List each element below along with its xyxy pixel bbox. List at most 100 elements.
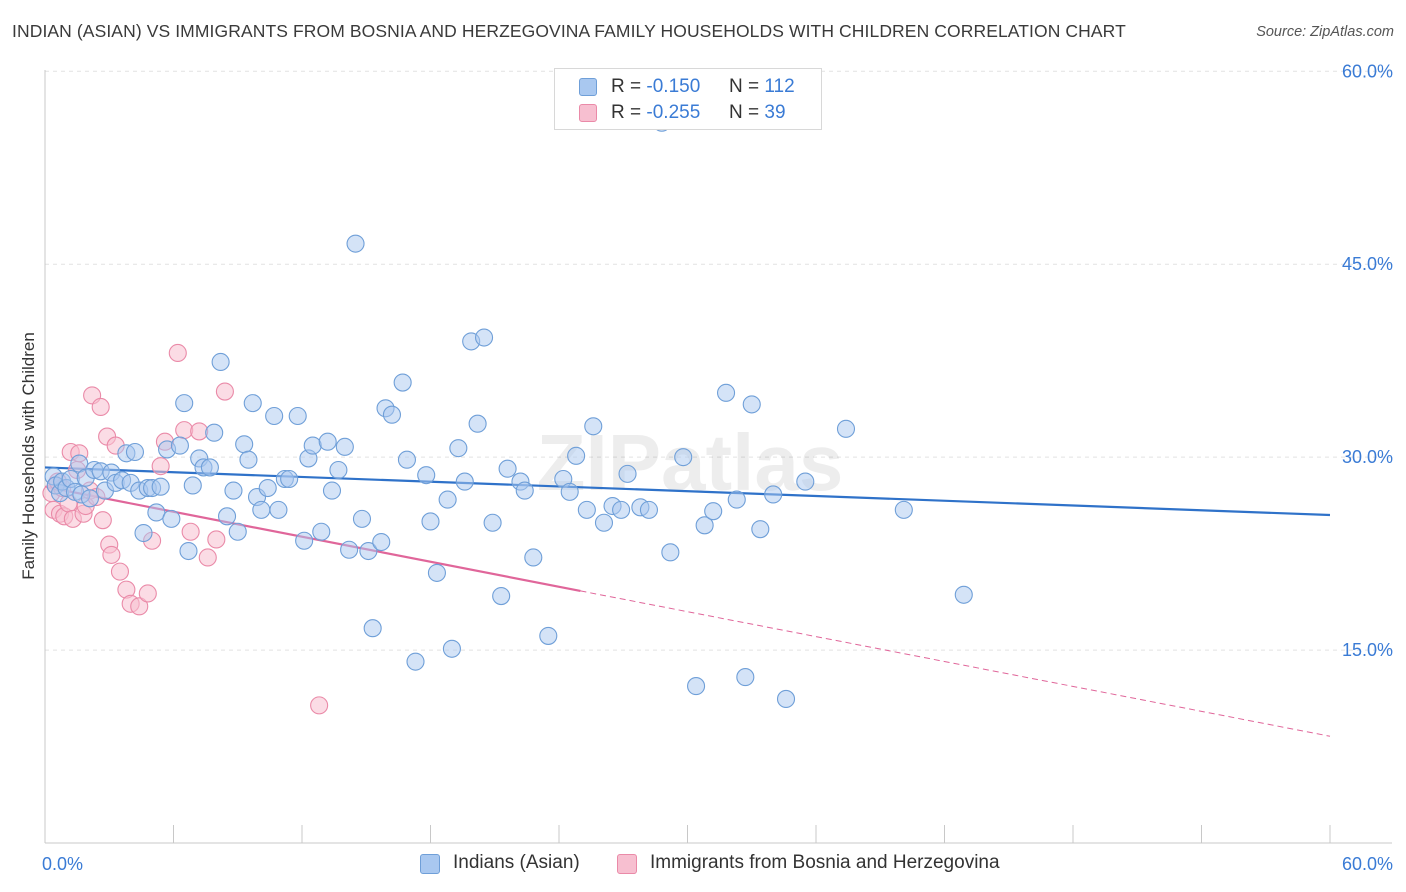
- data-point-indians: [372, 532, 391, 552]
- data-point-indians: [751, 520, 770, 539]
- data-point-indians: [265, 406, 284, 426]
- data-point-indians: [894, 500, 913, 519]
- data-point-bosnia: [175, 421, 194, 440]
- legend-n-value: 112: [764, 76, 795, 97]
- data-point-indians: [252, 500, 271, 519]
- series-swatch-blue: [420, 854, 440, 874]
- data-point-indians: [352, 509, 372, 528]
- data-point-indians: [340, 540, 359, 559]
- data-point-indians: [727, 490, 746, 509]
- data-point-bosnia: [215, 382, 234, 401]
- y-tick-label: 60.0%: [1342, 61, 1393, 81]
- data-point-indians: [492, 587, 511, 606]
- data-point-indians: [954, 585, 973, 604]
- data-point-bosnia: [102, 545, 121, 564]
- data-point-indians: [125, 442, 144, 462]
- data-point-indians: [612, 500, 631, 519]
- y-tick-label: 30.0%: [1342, 447, 1393, 467]
- data-point-indians: [764, 485, 783, 504]
- data-point-indians: [312, 522, 331, 541]
- data-point-indians: [217, 507, 237, 526]
- data-point-indians: [449, 439, 468, 458]
- y-tick-label: 15.0%: [1342, 640, 1393, 660]
- data-point-indians: [318, 432, 337, 451]
- data-point-indians: [438, 490, 457, 509]
- data-point-bosnia: [207, 530, 226, 549]
- data-point-bosnia: [168, 343, 187, 363]
- data-point-indians: [695, 516, 714, 535]
- blue-points: [44, 113, 973, 708]
- data-point-indians: [474, 328, 494, 347]
- legend-r-label: R =: [611, 76, 642, 97]
- legend-r-value: -0.150: [646, 76, 701, 97]
- data-point-indians: [162, 509, 181, 528]
- x-tick-label: 60.0%: [1342, 854, 1393, 874]
- data-point-indians: [639, 500, 659, 519]
- data-point-indians: [427, 563, 446, 582]
- trend-line-indians: [44, 466, 1331, 517]
- data-point-indians: [421, 512, 440, 531]
- data-point-indians: [742, 395, 761, 414]
- data-point-indians: [397, 450, 416, 469]
- data-point-indians: [258, 478, 277, 498]
- data-point-bosnia: [110, 562, 130, 581]
- data-point-indians: [442, 639, 461, 658]
- data-point-indians: [468, 414, 487, 433]
- series-legend-label: Indians (Asian): [453, 852, 580, 873]
- data-point-indians: [594, 513, 614, 532]
- series-legend-label: Immigrants from Bosnia and Herzegovina: [650, 852, 1000, 873]
- data-point-indians: [618, 464, 637, 483]
- data-point-indians: [147, 503, 166, 522]
- data-point-indians: [228, 522, 247, 541]
- data-point-bosnia: [91, 397, 110, 417]
- data-point-indians: [80, 489, 100, 508]
- axes: [44, 70, 1392, 844]
- data-point-indians: [539, 626, 558, 645]
- legend-n-value: 39: [764, 102, 786, 123]
- data-point-bosnia: [138, 584, 157, 603]
- y-tick-label: 45.0%: [1342, 254, 1393, 274]
- data-point-indians: [179, 541, 198, 561]
- data-point-indians: [346, 234, 365, 253]
- data-point-indians: [716, 383, 736, 402]
- chart-title: INDIAN (ASIAN) VS IMMIGRANTS FROM BOSNIA…: [12, 21, 1126, 41]
- data-point-bosnia: [310, 696, 329, 715]
- legend-n-label: N =: [729, 76, 760, 97]
- data-point-bosnia: [198, 548, 217, 567]
- legend-swatch-blue: [579, 78, 597, 96]
- data-point-indians: [363, 619, 382, 638]
- data-point-indians: [796, 472, 815, 491]
- data-point-indians: [239, 450, 258, 469]
- data-point-indians: [322, 481, 342, 500]
- data-point-indians: [836, 419, 856, 438]
- data-point-bosnia: [93, 511, 112, 530]
- data-point-indians: [483, 513, 502, 532]
- data-point-indians: [211, 352, 230, 372]
- gridlines: [45, 70, 1392, 651]
- data-point-indians: [235, 435, 254, 454]
- data-point-indians: [776, 689, 796, 708]
- data-point-indians: [393, 373, 412, 392]
- y-axis-label: Family Households with Children: [19, 332, 38, 580]
- data-point-indians: [359, 541, 378, 561]
- data-point-indians: [498, 459, 517, 478]
- series-swatch-pink: [617, 854, 637, 874]
- data-point-indians: [183, 476, 202, 495]
- data-point-indians: [151, 477, 170, 496]
- data-point-indians: [303, 436, 322, 455]
- legend-swatch-pink: [579, 104, 597, 122]
- data-point-indians: [577, 500, 596, 519]
- data-point-indians: [280, 469, 299, 489]
- data-point-indians: [205, 423, 224, 442]
- data-point-indians: [288, 406, 307, 426]
- data-point-indians: [329, 460, 348, 480]
- data-point-indians: [584, 417, 603, 436]
- legend-n-label: N =: [729, 102, 760, 123]
- data-point-indians: [515, 481, 534, 500]
- data-point-indians: [335, 437, 354, 456]
- x-tick-label: 0.0%: [42, 854, 83, 874]
- correlation-legend: R = -0.150 N = 112 R = -0.255 N = 39: [554, 68, 822, 130]
- data-point-indians: [382, 405, 402, 424]
- data-point-indians: [417, 466, 436, 485]
